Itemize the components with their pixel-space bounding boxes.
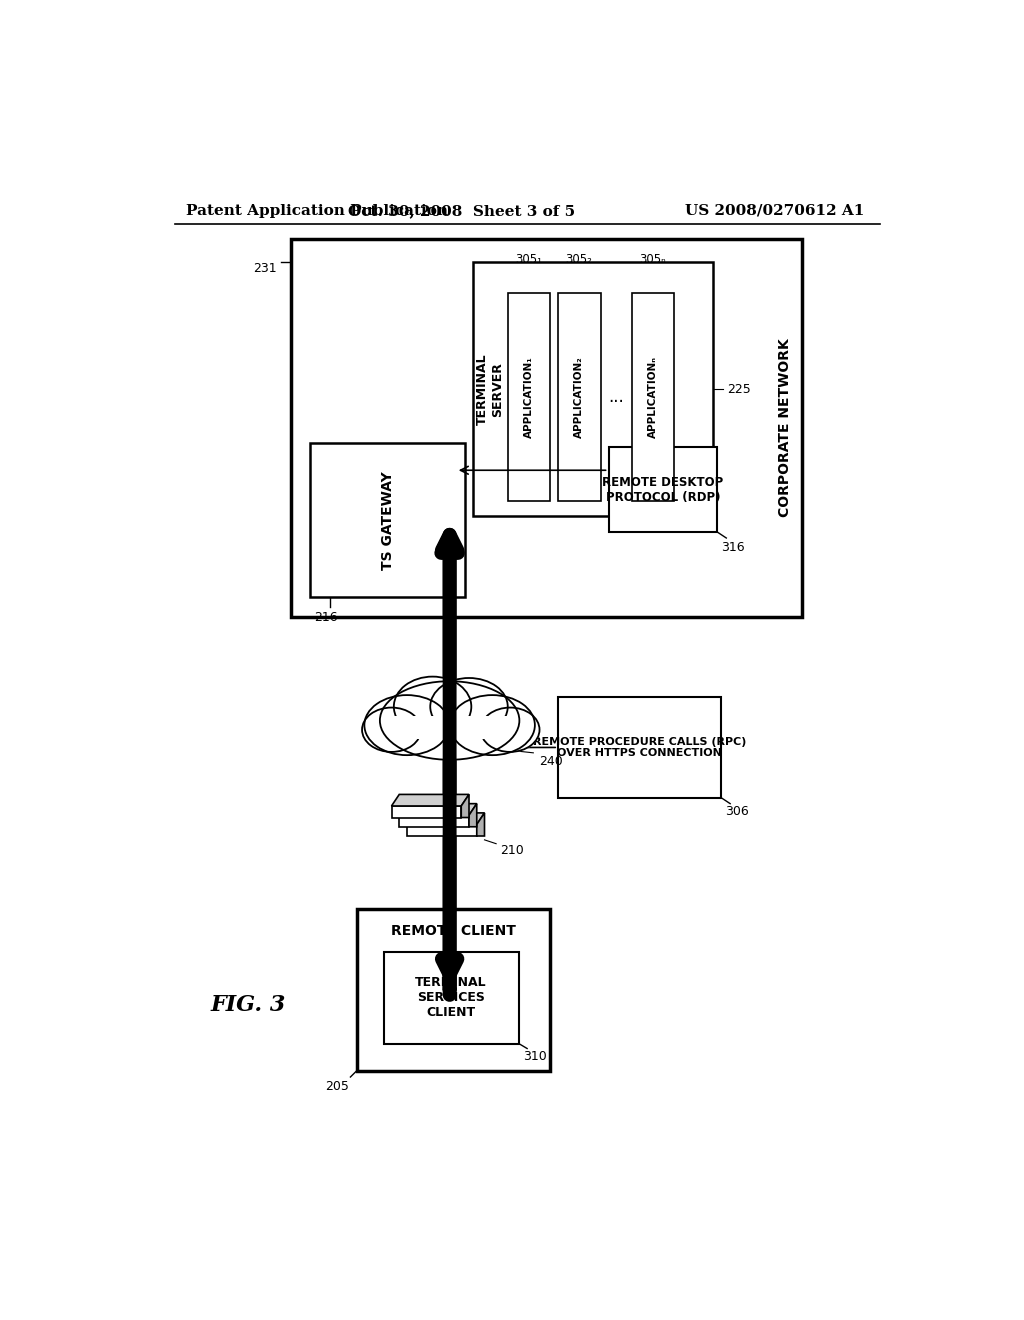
- Bar: [508, 293, 550, 502]
- Text: 305ₙ: 305ₙ: [639, 253, 666, 267]
- Ellipse shape: [450, 696, 535, 755]
- Ellipse shape: [480, 708, 540, 752]
- Text: 305₁: 305₁: [515, 253, 542, 267]
- Text: 310: 310: [523, 1051, 547, 1063]
- Text: Patent Application Publication: Patent Application Publication: [186, 203, 449, 218]
- Ellipse shape: [365, 696, 450, 755]
- Bar: [608, 447, 717, 532]
- Text: 305₂: 305₂: [565, 253, 593, 267]
- Bar: [384, 952, 519, 1044]
- Text: APPLICATIONₙ: APPLICATIONₙ: [647, 356, 657, 438]
- Polygon shape: [461, 795, 469, 817]
- Polygon shape: [407, 825, 477, 836]
- Polygon shape: [469, 804, 477, 826]
- Text: 316: 316: [721, 541, 744, 554]
- Text: APPLICATION₁: APPLICATION₁: [523, 356, 534, 438]
- Bar: [391, 715, 508, 739]
- Text: 225: 225: [727, 383, 751, 396]
- Text: 306: 306: [725, 805, 749, 818]
- Bar: [558, 697, 721, 797]
- Polygon shape: [391, 807, 461, 817]
- Bar: [558, 293, 601, 502]
- Ellipse shape: [394, 677, 471, 737]
- Polygon shape: [399, 816, 469, 826]
- Polygon shape: [407, 813, 484, 825]
- Text: ...: ...: [608, 388, 624, 407]
- Bar: [632, 293, 675, 502]
- Text: FIG. 3: FIG. 3: [211, 994, 286, 1016]
- Text: TERMINAL
SERVICES
CLIENT: TERMINAL SERVICES CLIENT: [416, 977, 487, 1019]
- Text: TS GATEWAY: TS GATEWAY: [381, 471, 394, 570]
- Ellipse shape: [430, 678, 508, 735]
- Text: 216: 216: [314, 611, 338, 624]
- Bar: [473, 263, 713, 516]
- Text: TERMINAL
SERVER: TERMINAL SERVER: [476, 354, 504, 425]
- Text: CORPORATE NETWORK: CORPORATE NETWORK: [778, 338, 793, 517]
- Ellipse shape: [380, 681, 519, 760]
- Bar: [291, 239, 802, 616]
- Bar: [356, 909, 550, 1071]
- Text: 210: 210: [500, 843, 523, 857]
- Bar: [443, 781, 456, 847]
- Polygon shape: [399, 804, 477, 816]
- Text: 240: 240: [539, 755, 562, 768]
- Ellipse shape: [362, 708, 421, 752]
- Text: REMOTE CLIENT: REMOTE CLIENT: [391, 924, 516, 937]
- Bar: [310, 444, 465, 597]
- Text: 205: 205: [325, 1080, 349, 1093]
- Polygon shape: [391, 795, 469, 807]
- Polygon shape: [477, 813, 484, 836]
- Text: US 2008/0270612 A1: US 2008/0270612 A1: [685, 203, 864, 218]
- Text: REMOTE PROCEDURE CALLS (RPC)
OVER HTTPS CONNECTION: REMOTE PROCEDURE CALLS (RPC) OVER HTTPS …: [532, 737, 746, 758]
- Text: 231: 231: [253, 263, 276, 276]
- Text: Oct. 30, 2008  Sheet 3 of 5: Oct. 30, 2008 Sheet 3 of 5: [348, 203, 574, 218]
- Text: APPLICATION₂: APPLICATION₂: [574, 356, 584, 438]
- Text: REMOTE DESKTOP
PROTOCOL (RDP): REMOTE DESKTOP PROTOCOL (RDP): [602, 475, 723, 503]
